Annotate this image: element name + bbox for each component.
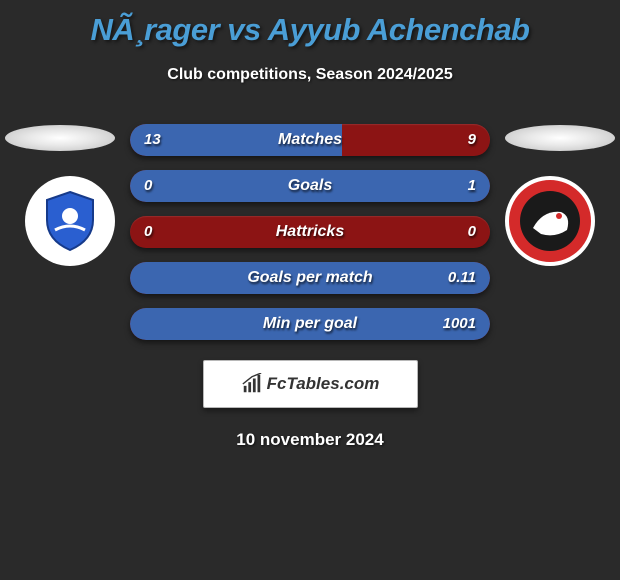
stat-value-right: 1001 [443, 308, 476, 340]
brand-box[interactable]: FcTables.com [203, 360, 418, 408]
stat-bar: Min per goal1001 [130, 308, 490, 340]
stat-bar: 13Matches9 [130, 124, 490, 156]
date-line: 10 november 2024 [0, 430, 620, 450]
brand-label: FcTables.com [267, 374, 380, 394]
page-title: NÃ¸rager vs Ayyub Achenchab [0, 0, 620, 48]
subtitle: Club competitions, Season 2024/2025 [0, 66, 620, 84]
stat-value-right: 1 [468, 170, 476, 202]
stat-bar: Goals per match0.11 [130, 262, 490, 294]
stat-value-right: 9 [468, 124, 476, 156]
stat-label: Min per goal [130, 308, 490, 340]
stat-bar: 0Goals1 [130, 170, 490, 202]
stat-label: Goals [130, 170, 490, 202]
spotlight-right [505, 125, 615, 151]
club-crest-left [25, 176, 115, 266]
shield-icon [35, 186, 105, 256]
stat-value-right: 0.11 [448, 262, 476, 294]
chart-icon [241, 373, 263, 395]
emblem-icon [515, 186, 585, 256]
spotlight-left [5, 125, 115, 151]
club-crest-right [505, 176, 595, 266]
stat-value-right: 0 [468, 216, 476, 248]
stat-bar: 0Hattricks0 [130, 216, 490, 248]
stat-label: Goals per match [130, 262, 490, 294]
stat-label: Hattricks [130, 216, 490, 248]
stat-label: Matches [130, 124, 490, 156]
